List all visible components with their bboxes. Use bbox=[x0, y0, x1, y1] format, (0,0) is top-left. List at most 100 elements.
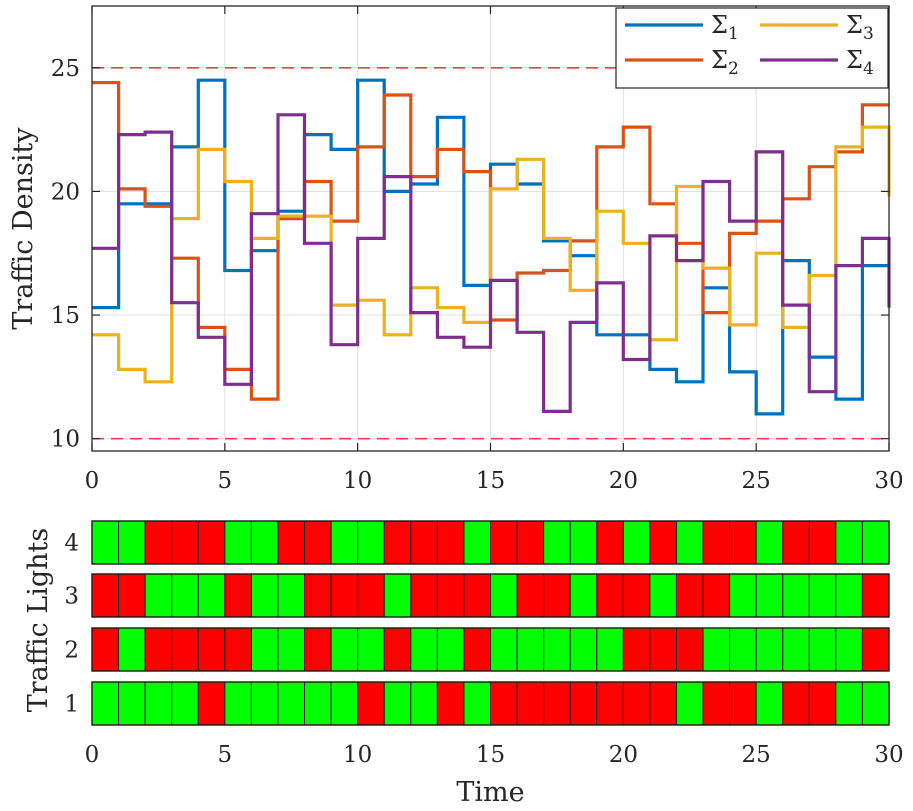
light-row-border bbox=[91, 520, 890, 565]
light-cell-r1-t8 bbox=[304, 681, 332, 726]
light-cell-r2-t28 bbox=[835, 627, 863, 672]
light-row-border bbox=[91, 627, 890, 672]
light-cell-r2-t25 bbox=[755, 627, 784, 672]
light-cell-r4-t18 bbox=[569, 520, 598, 565]
y-tick-label: 15 bbox=[51, 303, 80, 329]
light-cell-r2-t5 bbox=[224, 627, 252, 672]
legend-label-2: Σ2 bbox=[711, 46, 739, 79]
row-label: 3 bbox=[64, 584, 79, 610]
light-cell-r4-t3 bbox=[171, 520, 199, 565]
light-cell-r2-t0 bbox=[91, 627, 120, 672]
light-cell-r3-t25 bbox=[755, 573, 784, 618]
row-label: 4 bbox=[64, 531, 79, 557]
light-cell-r2-t8 bbox=[304, 627, 332, 672]
light-cell-r3-t26 bbox=[782, 573, 810, 618]
light-cell-r2-t19 bbox=[596, 627, 624, 672]
light-cell-r3-t11 bbox=[383, 573, 412, 618]
light-cell-r4-t1 bbox=[118, 520, 146, 565]
light-cell-r4-t13 bbox=[436, 520, 465, 565]
light-cell-r2-t24 bbox=[729, 627, 757, 672]
light-cell-r3-t3 bbox=[171, 573, 199, 618]
light-cell-r2-t14 bbox=[463, 627, 491, 672]
light-cell-r1-t27 bbox=[808, 681, 837, 726]
light-cell-r1-t10 bbox=[357, 681, 385, 726]
light-cell-r3-t5 bbox=[224, 573, 252, 618]
x-tick-label: 0 bbox=[85, 468, 100, 494]
light-cell-r2-t9 bbox=[330, 627, 359, 672]
light-cell-r4-t6 bbox=[250, 520, 279, 565]
x-tick-label: 10 bbox=[343, 468, 372, 494]
light-cell-r1-t6 bbox=[250, 681, 279, 726]
light-cell-r1-t4 bbox=[197, 681, 226, 726]
x-tick-label: 5 bbox=[218, 742, 233, 768]
light-cell-r3-t17 bbox=[543, 573, 571, 618]
row-label: 2 bbox=[64, 638, 79, 664]
light-cell-r3-t28 bbox=[835, 573, 863, 618]
light-cell-r2-t17 bbox=[543, 627, 571, 672]
light-cell-r1-t0 bbox=[91, 681, 120, 726]
light-cell-r2-t16 bbox=[516, 627, 545, 672]
x-tick-label: 20 bbox=[609, 468, 638, 494]
light-cell-r4-t4 bbox=[197, 520, 226, 565]
light-cell-r2-t23 bbox=[702, 627, 731, 672]
light-cell-r1-t9 bbox=[330, 681, 359, 726]
light-cell-r1-t19 bbox=[596, 681, 624, 726]
light-cell-r1-t11 bbox=[383, 681, 412, 726]
light-cell-r3-t15 bbox=[490, 573, 518, 618]
light-cell-r2-t27 bbox=[808, 627, 837, 672]
light-cell-r1-t20 bbox=[622, 681, 651, 726]
light-cell-r4-t24 bbox=[729, 520, 757, 565]
light-cell-r4-t28 bbox=[835, 520, 863, 565]
light-cell-r4-t8 bbox=[304, 520, 332, 565]
light-cell-r4-t27 bbox=[808, 520, 837, 565]
light-cell-r3-t1 bbox=[118, 573, 146, 618]
light-cell-r3-t19 bbox=[596, 573, 624, 618]
row-label: 1 bbox=[64, 692, 79, 718]
light-cell-r2-t21 bbox=[649, 627, 677, 672]
light-cell-r2-t4 bbox=[197, 627, 226, 672]
traffic-lights-chart: 4 3 2 10 5 10 15 20 25 30 Time Traffic Lights bbox=[23, 520, 904, 808]
y-tick-label: 10 bbox=[51, 427, 80, 453]
light-cell-r2-t10 bbox=[357, 627, 385, 672]
light-cell-r1-t16 bbox=[516, 681, 545, 726]
light-cell-r2-t29 bbox=[861, 627, 890, 672]
light-cell-r1-t23 bbox=[702, 681, 731, 726]
light-cell-r4-t12 bbox=[410, 520, 438, 565]
light-cell-r1-t22 bbox=[675, 681, 704, 726]
light-cell-r4-t23 bbox=[702, 520, 731, 565]
light-cell-r4-t22 bbox=[675, 520, 704, 565]
light-cell-r2-t15 bbox=[490, 627, 518, 672]
light-cell-r1-t17 bbox=[543, 681, 571, 726]
light-row-border bbox=[91, 681, 890, 726]
light-cell-r4-t29 bbox=[861, 520, 890, 565]
light-cell-r2-t13 bbox=[436, 627, 465, 672]
series-line-4 bbox=[92, 113, 891, 413]
light-cell-r2-t1 bbox=[118, 627, 146, 672]
light-cell-r3-t12 bbox=[410, 573, 438, 618]
light-cell-r1-t25 bbox=[755, 681, 784, 726]
light-cell-r4-t26 bbox=[782, 520, 810, 565]
y-tick-label: 25 bbox=[51, 56, 80, 82]
x-tick-label: 20 bbox=[609, 742, 638, 768]
light-cell-r4-t9 bbox=[330, 520, 359, 565]
x-tick-label: 30 bbox=[874, 468, 903, 494]
light-cell-r3-t16 bbox=[516, 573, 545, 618]
light-cell-r1-t1 bbox=[118, 681, 146, 726]
light-cell-r4-t15 bbox=[490, 520, 518, 565]
light-cell-r2-t20 bbox=[622, 627, 651, 672]
light-cell-r3-t13 bbox=[436, 573, 465, 618]
light-cell-r1-t21 bbox=[649, 681, 677, 726]
x-tick-label: 0 bbox=[85, 742, 100, 768]
light-cell-r4-t16 bbox=[516, 520, 545, 565]
x-axis-label: Time bbox=[456, 777, 524, 808]
light-cell-r2-t26 bbox=[782, 627, 810, 672]
light-cell-r3-t21 bbox=[649, 573, 677, 618]
light-cell-r1-t12 bbox=[410, 681, 438, 726]
light-cell-r3-t20 bbox=[622, 573, 651, 618]
light-cell-r2-t12 bbox=[410, 627, 438, 672]
light-cell-r4-t14 bbox=[463, 520, 491, 565]
light-cell-r1-t3 bbox=[171, 681, 199, 726]
legend-box bbox=[615, 7, 889, 89]
